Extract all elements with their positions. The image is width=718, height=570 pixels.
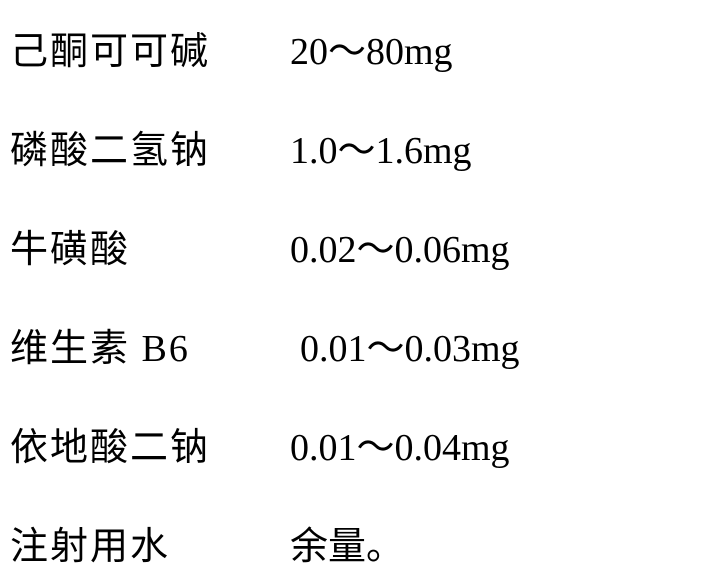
ingredient-label: 维生素 B6 bbox=[10, 317, 290, 372]
ingredient-value: 0.01～0.04mg bbox=[290, 416, 510, 471]
ingredient-label: 牛磺酸 bbox=[10, 218, 290, 273]
ingredient-value: 0.02～0.06mg bbox=[290, 218, 510, 273]
ingredient-label: 己酮可可碱 bbox=[10, 20, 290, 75]
ingredient-row: 磷酸二氢钠 1.0～1.6mg bbox=[10, 119, 708, 174]
ingredient-value: 1.0～1.6mg bbox=[290, 119, 472, 174]
ingredient-label: 依地酸二钠 bbox=[10, 416, 290, 471]
ingredient-row: 牛磺酸 0.02～0.06mg bbox=[10, 218, 708, 273]
ingredient-row: 己酮可可碱 20～80mg bbox=[10, 20, 708, 75]
ingredient-value: 20～80mg bbox=[290, 20, 453, 75]
ingredient-value: 0.01～0.03mg bbox=[290, 317, 520, 372]
ingredient-label: 磷酸二氢钠 bbox=[10, 119, 290, 174]
ingredient-row: 维生素 B6 0.01～0.03mg bbox=[10, 317, 708, 372]
ingredient-row: 依地酸二钠 0.01～0.04mg bbox=[10, 416, 708, 471]
